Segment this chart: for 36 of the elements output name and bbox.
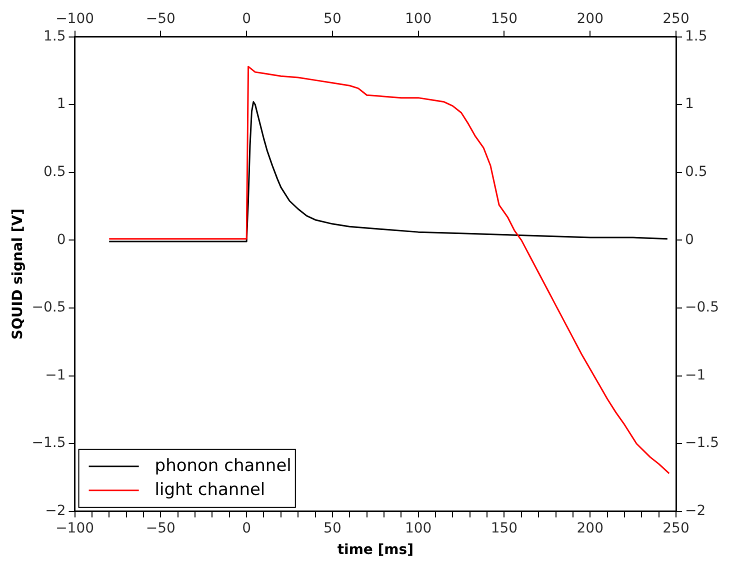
y-tick-label: −1.5 xyxy=(32,435,66,452)
x-tick-label: 200 xyxy=(576,520,604,536)
y-tick-label: 1.5 xyxy=(44,28,66,44)
x2-tick-label: 50 xyxy=(324,11,342,28)
legend-label: phonon channel xyxy=(154,456,292,476)
y-axis-title: SQUID signal [V] xyxy=(10,208,26,340)
y-tick-label: −1 xyxy=(45,367,66,384)
y2-tick-label: 0.5 xyxy=(685,164,708,180)
x-tick-label: 150 xyxy=(490,520,518,536)
x-tick-label: −100 xyxy=(56,520,94,536)
x2-tick-label: 200 xyxy=(576,11,604,28)
x-tick-label: −50 xyxy=(146,520,176,536)
legend-label: light channel xyxy=(154,480,266,500)
x2-tick-label: −100 xyxy=(56,11,94,28)
y2-tick-label: −0.5 xyxy=(685,300,720,316)
x-tick-label: 100 xyxy=(404,520,432,536)
y-tick-label: 0.5 xyxy=(44,164,66,180)
y2-tick-label: −1.5 xyxy=(685,435,720,452)
y2-tick-label: −1 xyxy=(685,367,706,384)
y-tick-label: −2 xyxy=(45,503,66,520)
y2-tick-label: −2 xyxy=(685,503,706,520)
x-tick-label: 50 xyxy=(324,520,342,536)
y2-tick-label: 0 xyxy=(685,232,694,248)
x-axis-title: time [ms] xyxy=(337,542,414,558)
x2-tick-label: 250 xyxy=(662,11,690,28)
x2-tick-label: 150 xyxy=(490,11,518,28)
x-tick-label: 250 xyxy=(662,520,690,536)
x-tick-label: 0 xyxy=(242,520,252,536)
y2-tick-label: 1 xyxy=(685,96,694,112)
y-tick-label: 1 xyxy=(56,96,66,112)
y-tick-label: −0.5 xyxy=(32,300,66,316)
y2-tick-label: 1.5 xyxy=(685,28,708,44)
x2-tick-label: −50 xyxy=(146,11,176,28)
x2-tick-label: 0 xyxy=(242,11,252,28)
y-tick-label: 0 xyxy=(56,232,66,248)
x2-tick-label: 100 xyxy=(404,11,432,28)
